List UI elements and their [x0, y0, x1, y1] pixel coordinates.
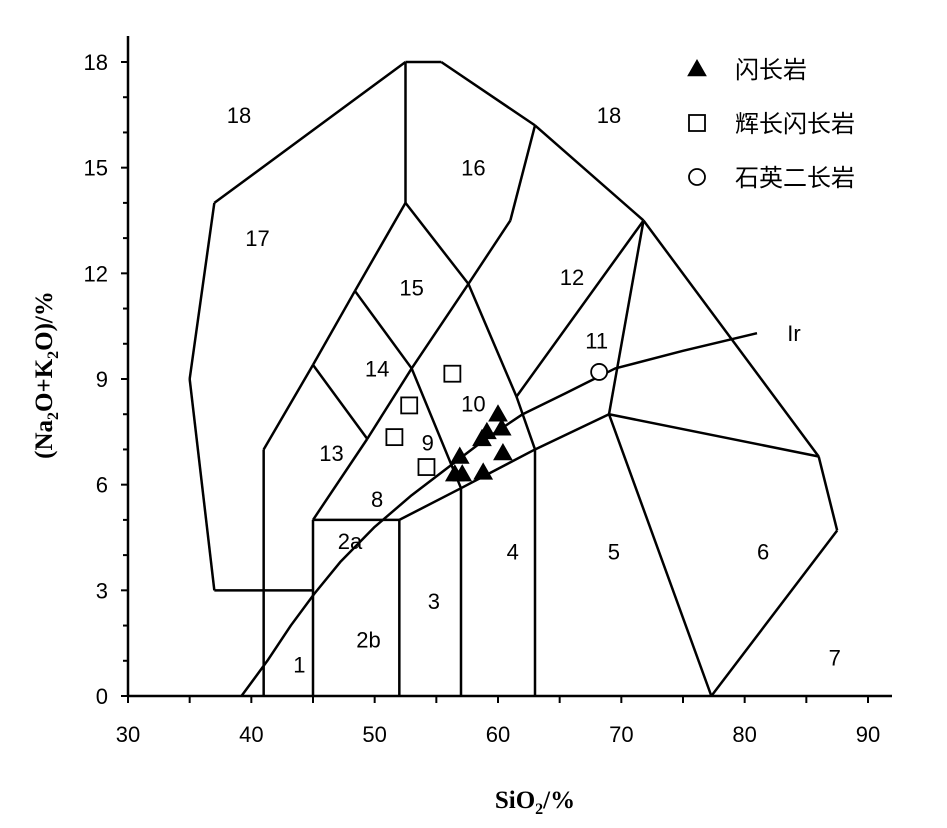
field-boundary-segment	[410, 283, 470, 370]
field-boundary-segment	[710, 529, 839, 697]
field-label-3: 3	[428, 589, 440, 614]
field-label-17: 17	[245, 226, 269, 251]
data-point	[590, 363, 609, 381]
field-label-7: 7	[829, 645, 841, 670]
field-boundary-segment	[608, 412, 819, 458]
x-tick-label: 80	[732, 722, 756, 747]
x-tick-label: 50	[362, 722, 386, 747]
field-boundary-segment	[534, 413, 610, 451]
x-tick-label: 40	[239, 722, 263, 747]
x-tick-label: 70	[609, 722, 633, 747]
data-point	[491, 418, 512, 436]
data-point	[385, 428, 404, 447]
ir-curve	[240, 331, 758, 697]
field-label-5: 5	[608, 540, 620, 565]
x-axis-title: SiO2/%	[495, 787, 575, 818]
data-point	[417, 458, 436, 476]
field-boundary-segment	[213, 60, 407, 204]
field-boundary-segment	[262, 364, 315, 451]
field-boundary-segment	[311, 438, 369, 521]
field-label-15: 15	[399, 275, 423, 300]
field-boundary-segment	[607, 220, 645, 415]
field-label-13: 13	[319, 441, 343, 466]
y-tick-label: 15	[84, 156, 108, 181]
y-tick-label: 3	[96, 578, 108, 603]
field-boundary-segment	[311, 290, 357, 366]
field-boundary-segment	[440, 60, 536, 127]
legend-label: 石英二长岩	[735, 164, 855, 192]
field-boundary-segment	[398, 487, 462, 522]
field-label-11: 11	[585, 328, 608, 353]
field-boundary-segment	[534, 124, 645, 222]
field-label-18: 18	[227, 103, 251, 128]
ir-curve-label: Ir	[787, 321, 800, 346]
field-label-8: 8	[371, 487, 383, 512]
y-axis-title: (Na2O+K2O)/%	[31, 291, 62, 459]
legend-marker	[688, 168, 706, 186]
field-label-14: 14	[365, 356, 389, 381]
y-tick-label: 18	[84, 50, 108, 75]
data-point	[493, 442, 513, 461]
field-boundaries	[188, 60, 839, 697]
legend-marker	[687, 58, 707, 77]
field-boundary-segment	[607, 413, 713, 697]
field-label-12: 12	[560, 265, 584, 290]
data-point	[473, 462, 494, 480]
field-boundary-segment	[817, 456, 839, 531]
data-point	[452, 464, 473, 482]
field-boundary-segment	[353, 202, 407, 292]
y-tick-label: 0	[96, 684, 108, 709]
field-boundary-segment	[509, 125, 537, 221]
legend-label: 辉长闪长岩	[735, 110, 855, 138]
field-label-6: 6	[757, 540, 769, 565]
data-point	[443, 364, 462, 383]
field-boundary-segment	[366, 367, 413, 440]
field-label-2a: 2a	[338, 529, 363, 554]
data-point	[477, 421, 497, 440]
field-label-18: 18	[597, 103, 621, 128]
field-label-16: 16	[461, 156, 485, 181]
field-boundary-segment	[515, 396, 537, 450]
field-boundary-segment	[467, 219, 512, 285]
field-boundary-segment	[188, 202, 216, 380]
y-tick-label: 9	[96, 367, 108, 392]
y-tick-label: 12	[84, 261, 108, 286]
field-label-4: 4	[507, 540, 519, 565]
field-label-1: 1	[293, 652, 305, 677]
field-boundary-segment	[311, 364, 369, 440]
data-point	[400, 396, 419, 415]
field-boundary-segment	[515, 219, 645, 398]
field-boundary-segment	[460, 448, 536, 490]
x-tick-label: 90	[856, 722, 880, 747]
field-boundary-segment	[188, 378, 216, 591]
field-label-10: 10	[461, 392, 485, 417]
field-label-9: 9	[422, 430, 434, 455]
data-point	[449, 446, 470, 464]
data-points	[385, 363, 609, 482]
legend-label: 闪长岩	[735, 56, 807, 84]
data-point	[488, 404, 508, 422]
field-boundary-segment	[353, 290, 413, 370]
field-label-2b: 2b	[356, 628, 380, 653]
x-tick-label: 60	[486, 722, 510, 747]
y-tick-label: 6	[96, 473, 108, 498]
ir-curve-layer: Ir	[240, 321, 801, 697]
axes	[126, 36, 892, 698]
x-tick-label: 30	[116, 722, 140, 747]
field-boundary-segment	[404, 202, 470, 285]
field-boundary-segment	[467, 283, 518, 398]
legend-marker	[688, 114, 706, 132]
